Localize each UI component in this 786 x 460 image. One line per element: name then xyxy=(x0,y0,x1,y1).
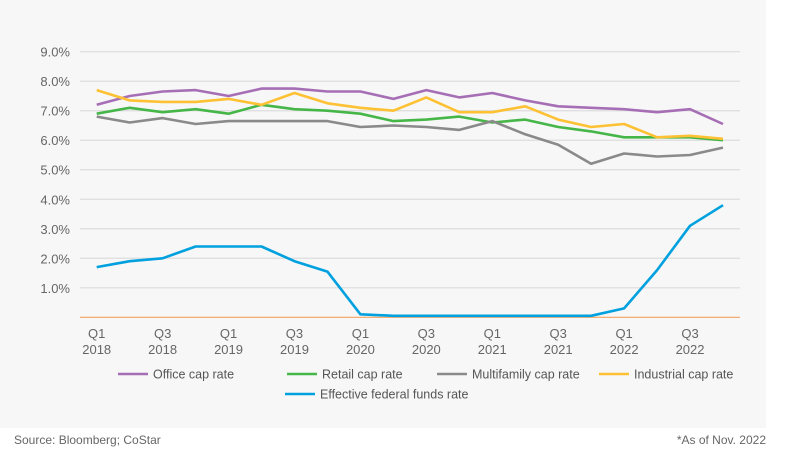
x-tick-label: 2021 xyxy=(544,342,573,357)
x-tick-label: 2022 xyxy=(676,342,705,357)
y-tick-label: 1.0% xyxy=(40,281,70,296)
chart-panel xyxy=(0,0,766,428)
x-tick-label: 2019 xyxy=(280,342,309,357)
legend-label: Multifamily cap rate xyxy=(472,368,580,382)
series-line xyxy=(96,88,724,141)
series-line xyxy=(96,103,724,142)
x-tick-label: Q3 xyxy=(418,326,435,341)
x-tick-label: 2018 xyxy=(82,342,111,357)
y-tick-label: 7.0% xyxy=(40,104,70,119)
y-tick-label: 2.0% xyxy=(40,251,70,266)
legend-label: Office cap rate xyxy=(153,368,234,382)
x-tick-label: Q3 xyxy=(286,326,303,341)
series-line xyxy=(96,87,724,126)
y-tick-label: 3.0% xyxy=(40,222,70,237)
legend-label: Industrial cap rate xyxy=(634,368,733,382)
x-tick-label: Q3 xyxy=(681,326,698,341)
line-chart: 1.0%2.0%3.0%4.0%5.0%6.0%7.0%8.0%9.0%Q120… xyxy=(40,45,740,402)
y-tick-label: 5.0% xyxy=(40,163,70,178)
x-tick-label: Q1 xyxy=(88,326,105,341)
y-tick-label: 8.0% xyxy=(40,74,70,89)
x-tick-label: Q1 xyxy=(352,326,369,341)
x-tick-label: Q1 xyxy=(220,326,237,341)
x-tick-label: 2019 xyxy=(214,342,243,357)
series-line xyxy=(96,115,724,166)
y-tick-label: 6.0% xyxy=(40,133,70,148)
x-tick-label: Q3 xyxy=(154,326,171,341)
x-tick-label: 2020 xyxy=(412,342,441,357)
x-tick-label: 2020 xyxy=(346,342,375,357)
source-note: Source: Bloomberg; CoStar xyxy=(14,433,161,447)
x-tick-label: Q1 xyxy=(484,326,501,341)
x-tick-label: Q3 xyxy=(550,326,567,341)
y-tick-label: 9.0% xyxy=(40,45,70,60)
legend-label: Retail cap rate xyxy=(322,368,403,382)
date-note: *As of Nov. 2022 xyxy=(676,433,766,447)
y-tick-label: 4.0% xyxy=(40,192,70,207)
legend-label: Effective federal funds rate xyxy=(320,388,469,402)
x-tick-label: 2021 xyxy=(478,342,507,357)
x-tick-label: 2022 xyxy=(610,342,639,357)
x-tick-label: Q1 xyxy=(615,326,632,341)
series-line xyxy=(96,204,724,318)
x-tick-label: 2018 xyxy=(148,342,177,357)
